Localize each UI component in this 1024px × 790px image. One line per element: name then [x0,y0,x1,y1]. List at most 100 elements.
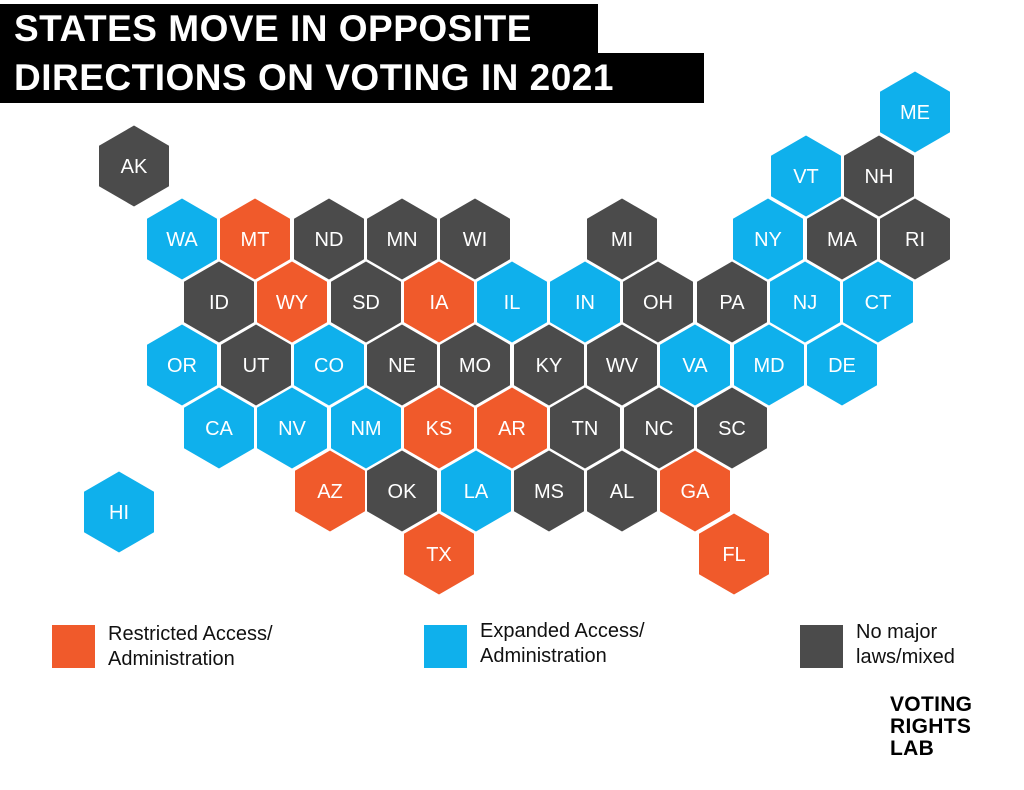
state-label-in: IN [575,292,595,314]
state-hex-nj [770,261,840,343]
state-hex-pa [697,261,767,343]
state-hex-mt [220,198,290,280]
state-tile-sd: SD [331,261,401,343]
legend-label-mixed: No major laws/mixed [856,620,955,670]
state-hex-ny [733,198,803,280]
state-hex-nd [294,198,364,280]
state-label-wy: WY [276,292,308,314]
state-label-ma: MA [827,229,858,251]
state-tile-de: DE [807,324,877,406]
state-hex-vt [771,135,841,217]
state-hex-il [477,261,547,343]
state-tile-mt: MT [220,198,290,280]
state-label-az: AZ [317,481,343,503]
state-tile-ne: NE [367,324,437,406]
state-label-ny: NY [754,229,782,251]
state-tile-il: IL [477,261,547,343]
state-tile-al: AL [587,450,657,532]
state-hex-map: AK ME VT NH WA MT ND MN WI MI NY MA RI ID WY SD IA IL IN OH… [84,71,950,595]
state-label-ia: IA [430,292,450,314]
state-label-fl: FL [722,544,745,566]
state-tile-nc: NC [624,387,694,469]
state-label-nm: NM [350,418,381,440]
state-label-mo: MO [459,355,491,377]
legend-mixed: No major laws/mixed [800,620,955,670]
state-tile-tn: TN [550,387,620,469]
state-tile-or: OR [147,324,217,406]
state-label-va: VA [682,355,708,377]
state-hex-mo [440,324,510,406]
state-tile-co: CO [294,324,364,406]
state-hex-va [660,324,730,406]
state-tile-ct: CT [843,261,913,343]
state-tile-mi: MI [587,198,657,280]
state-hex-wi [440,198,510,280]
state-tile-mo: MO [440,324,510,406]
state-tile-va: VA [660,324,730,406]
logo-line1: VOTING [890,693,973,716]
state-hex-tn [550,387,620,469]
state-label-il: IL [504,292,521,314]
title-line-1: STATES MOVE IN OPPOSITE [0,4,598,54]
state-tile-ar: AR [477,387,547,469]
state-label-co: CO [314,355,344,377]
state-hex-or [147,324,217,406]
state-label-ga: GA [681,481,711,503]
state-hex-ky [514,324,584,406]
state-tile-ma: MA [807,198,877,280]
state-tile-ut: UT [221,324,291,406]
state-tile-ia: IA [404,261,474,343]
legend-restricted-line2: Administration [108,648,235,670]
state-tile-sc: SC [697,387,767,469]
state-tile-ks: KS [404,387,474,469]
state-hex-ut [221,324,291,406]
state-hex-mi [587,198,657,280]
state-hex-al [587,450,657,532]
state-hex-wv [587,324,657,406]
state-tile-nj: NJ [770,261,840,343]
legend-expanded-line2: Administration [480,645,607,667]
title-line-2: DIRECTIONS ON VOTING IN 2021 [0,53,704,103]
state-hex-ar [477,387,547,469]
legend-mixed-line2: laws/mixed [856,646,955,668]
state-label-wi: WI [463,229,487,251]
state-tile-hi: HI [84,471,154,553]
state-label-mt: MT [241,229,270,251]
state-label-la: LA [464,481,489,503]
state-label-nd: ND [315,229,344,251]
state-label-pa: PA [719,292,745,314]
state-tile-oh: OH [623,261,693,343]
state-hex-wy [257,261,327,343]
state-tile-nh: NH [844,135,914,217]
state-hex-nc [624,387,694,469]
state-hex-mn [367,198,437,280]
state-hex-nm [331,387,401,469]
state-label-sd: SD [352,292,380,314]
state-label-ar: AR [498,418,526,440]
state-hex-ok [367,450,437,532]
state-tile-wi: WI [440,198,510,280]
state-label-oh: OH [643,292,673,314]
state-hex-ks [404,387,474,469]
state-hex-ia [404,261,474,343]
state-tile-md: MD [734,324,804,406]
state-label-nv: NV [278,418,306,440]
legend-mixed-line1: No major [856,621,938,643]
state-tile-ga: GA [660,450,730,532]
state-tile-ms: MS [514,450,584,532]
legend-expanded: Expanded Access/ Administration [424,620,645,669]
state-tile-wy: WY [257,261,327,343]
state-tile-wv: WV [587,324,657,406]
state-hex-ne [367,324,437,406]
state-hex-ak [99,125,169,207]
state-tile-nv: NV [257,387,327,469]
state-tile-az: AZ [295,450,365,532]
state-hex-hi [84,471,154,553]
state-hex-ca [184,387,254,469]
state-tile-nm: NM [331,387,401,469]
state-hex-nh [844,135,914,217]
state-label-ri: RI [905,229,925,251]
state-hex-ri [880,198,950,280]
state-label-nc: NC [645,418,674,440]
state-hex-oh [623,261,693,343]
